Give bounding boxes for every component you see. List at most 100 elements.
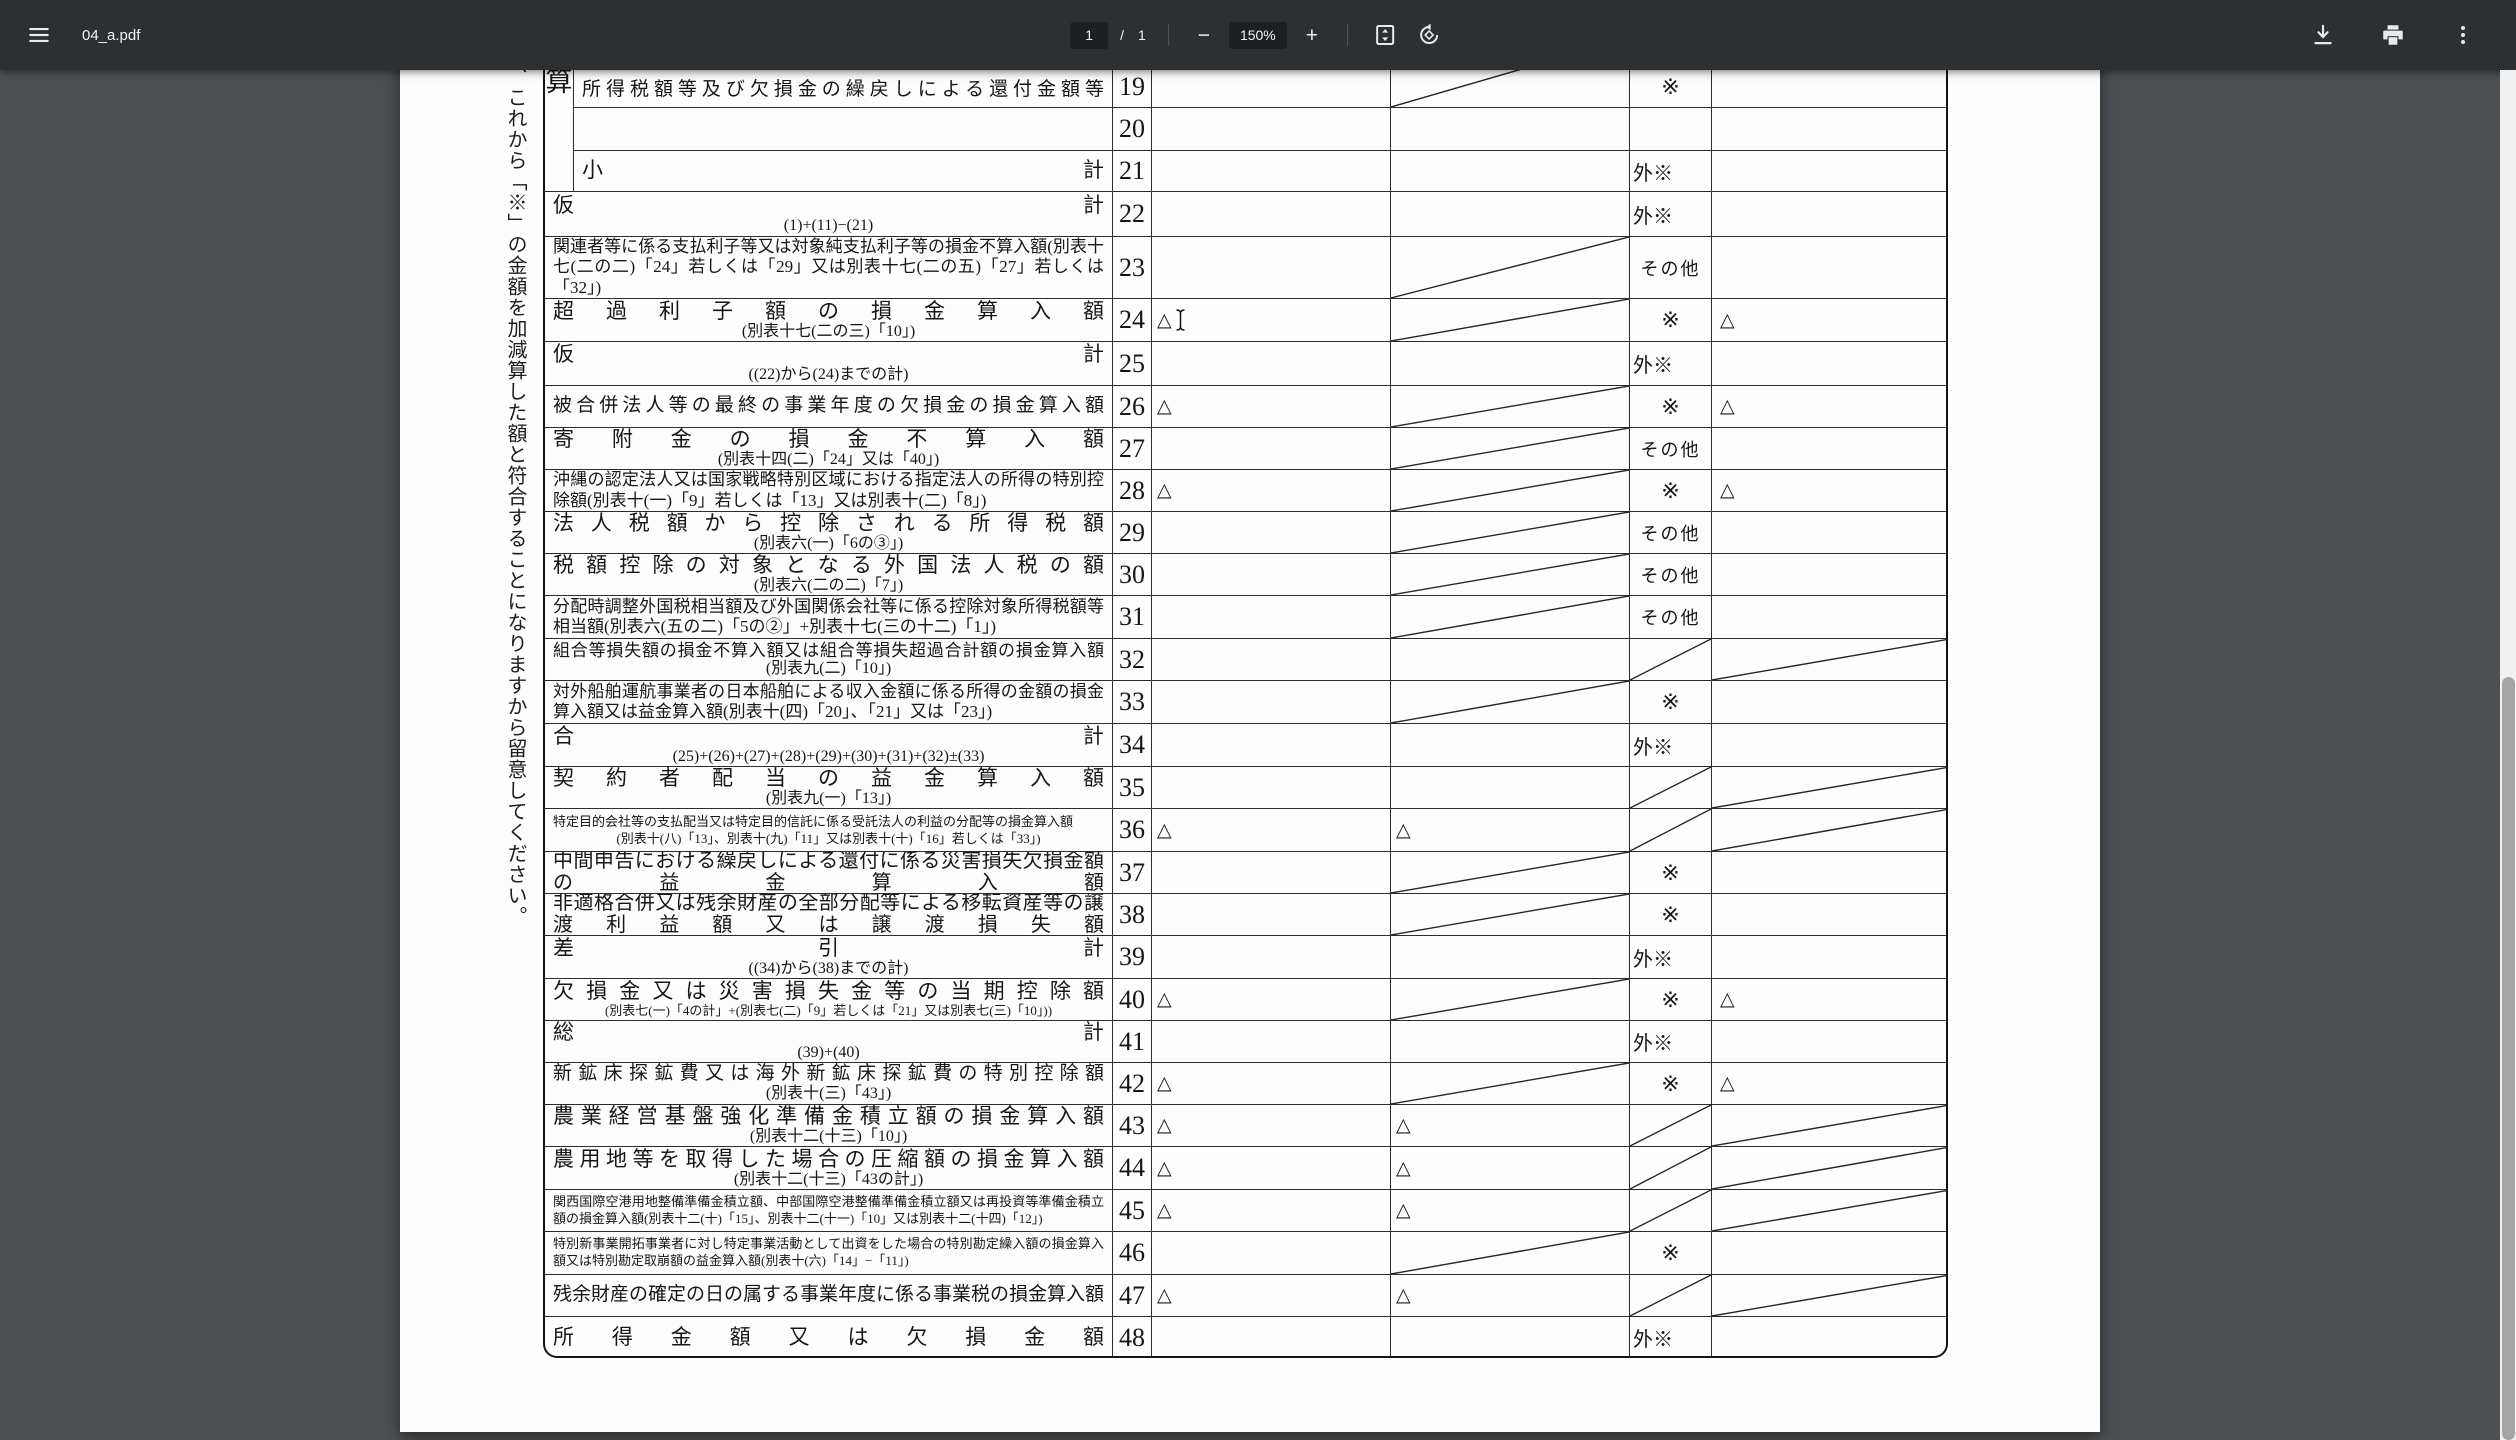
diagonal-strikethrough	[1391, 1232, 1629, 1274]
amount-cell-3	[1711, 191, 1946, 236]
text-cursor	[1176, 309, 1185, 331]
zoom-in-button[interactable]: +	[1305, 23, 1318, 47]
amount-cell-2	[1390, 107, 1629, 150]
amount-cell-3	[1711, 638, 1946, 680]
label-line: 税額控除の対象となる外国法人税の額	[553, 553, 1104, 578]
toolbar-center-group: 1 / 1 − 150% +	[1070, 18, 1446, 52]
rotate-button[interactable]	[1412, 18, 1446, 52]
table-row-47: 残余財産の確定の日の属する事業年度に係る事業税の損金算入額 47 △ △	[545, 1274, 1946, 1316]
row-label: 寄附金の損金不算入額 (別表十四(二)「24」又は「40」)	[545, 427, 1112, 469]
row-label: 所得金額又は欠損金額	[545, 1316, 1112, 1356]
label-line: ((34)から(38)までの計)	[748, 959, 909, 977]
row-label: 特別新事業開拓事業者に対し特定事業活動として出資をした場合の特別勘定繰入額の損金…	[545, 1231, 1112, 1274]
amount-cell-3	[1711, 808, 1946, 851]
row-label: 税額控除の対象となる外国法人税の額 (別表六(二の二)「7」)	[545, 553, 1112, 595]
amount-cell-2	[1390, 851, 1629, 893]
amount-cell-3: △	[1711, 385, 1946, 427]
row-label: 関西国際空港用地整備準備金積立額、中部国際空港整備準備金積立額又は再投資等準備金…	[545, 1189, 1112, 1231]
download-button[interactable]	[2306, 18, 2340, 52]
row-number: 21	[1112, 150, 1151, 191]
marker-cell: ※	[1629, 680, 1711, 723]
marker-cell: ※	[1629, 298, 1711, 341]
section-label-cell	[545, 150, 574, 191]
row-label: 合計 (25)+(26)+(27)+(28)+(29)+(30)+(31)+(32…	[545, 723, 1112, 766]
label-line: (別表十七(二の三)「10」)	[741, 322, 916, 340]
marker-cell: 外※	[1629, 723, 1711, 766]
amount-cell-1	[1151, 553, 1390, 595]
amount-cell-2	[1390, 298, 1629, 341]
amount-cell-3: △	[1711, 978, 1946, 1020]
row-label: 残余財産の確定の日の属する事業年度に係る事業税の損金算入額	[545, 1274, 1112, 1316]
amount-cell-1: △	[1151, 1062, 1390, 1104]
marker-cell	[1629, 808, 1711, 851]
toolbar-divider	[1346, 24, 1348, 46]
scrollbar-thumb[interactable]	[2502, 677, 2515, 1440]
row-number: 30	[1112, 553, 1151, 595]
amount-cell-3	[1711, 553, 1946, 595]
fit-to-page-button[interactable]	[1368, 18, 1402, 52]
amount-cell-2	[1390, 191, 1629, 236]
minus-triangle-mark: △	[1157, 989, 1172, 1010]
diagonal-strikethrough	[1391, 299, 1629, 341]
marker-cell	[1629, 107, 1711, 150]
amount-cell-3	[1711, 1316, 1946, 1356]
marker-cell: 外※	[1629, 1020, 1711, 1062]
amount-cell-2	[1390, 1020, 1629, 1062]
minus-triangle-mark: △	[1157, 1157, 1172, 1179]
label-line: 合計	[553, 723, 1104, 748]
menu-button[interactable]	[22, 18, 56, 52]
row-number: 41	[1112, 1020, 1151, 1062]
scrollbar-track[interactable]	[2500, 70, 2516, 1440]
minus-triangle-mark: △	[1396, 1115, 1411, 1136]
label-line: (別表十二(十三)「43の計」)	[733, 1170, 924, 1188]
more-options-button[interactable]	[2446, 18, 2480, 52]
row-label: 被合併法人等の最終の事業年度の欠損金の損金算入額	[545, 385, 1112, 427]
diagonal-strikethrough	[1712, 1147, 1948, 1189]
table-row-45: 関西国際空港用地整備準備金積立額、中部国際空港整備準備金積立額又は再投資等準備金…	[545, 1189, 1946, 1231]
row-number: 40	[1112, 978, 1151, 1020]
row-label: 特定目的会社等の支払配当又は特定目的信託に係る受託法人の利益の分配等の損金算入額…	[545, 808, 1112, 851]
minus-triangle-mark: △	[1157, 1285, 1172, 1306]
label-line: 被合併法人等の最終の事業年度の欠損金の損金算入額	[553, 395, 1104, 417]
zoom-level-input[interactable]: 150%	[1228, 21, 1287, 49]
amount-cell-3	[1711, 38, 1946, 107]
row-number: 23	[1112, 236, 1151, 298]
row-number: 20	[1112, 107, 1151, 150]
row-number: 26	[1112, 385, 1151, 427]
amount-cell-2: △	[1390, 1104, 1629, 1146]
minus-triangle-mark: △	[1720, 309, 1735, 331]
page-number-input[interactable]: 1	[1070, 21, 1109, 49]
amount-cell-2: △	[1390, 1274, 1629, 1316]
label-line: 小計	[582, 158, 1104, 183]
amount-cell-1: △	[1151, 1104, 1390, 1146]
page-total: 1	[1138, 27, 1146, 43]
toolbar-left-group: 04_a.pdf	[22, 18, 140, 52]
table-row-25: 仮計 ((22)から(24)までの計) 25 外※	[545, 341, 1946, 385]
row-number: 22	[1112, 191, 1151, 236]
label-line: (別表十二(十三)「10」)	[749, 1128, 908, 1146]
row-label: 農業経営基盤強化準備金積立額の損金算入額 (別表十二(十三)「10」)	[545, 1104, 1112, 1146]
row-number: 35	[1112, 766, 1151, 808]
row-number: 39	[1112, 935, 1151, 978]
marker-cell: ※	[1629, 978, 1711, 1020]
table-row-41: 総計 (39)+(40) 41 外※	[545, 1020, 1946, 1062]
amount-cell-3	[1711, 107, 1946, 150]
label-line: 特別新事業開拓事業者に対し特定事業活動として出資をした場合の特別勘定繰入額の損金…	[553, 1236, 1104, 1268]
amount-cell-1	[1151, 191, 1390, 236]
diagonal-strikethrough	[1391, 979, 1629, 1020]
marker-cell: 外※	[1629, 341, 1711, 385]
diagonal-strikethrough	[1630, 1190, 1711, 1231]
diagonal-strikethrough	[1391, 470, 1629, 511]
zoom-out-button[interactable]: −	[1197, 23, 1210, 47]
toolbar-right-group	[2306, 18, 2494, 52]
label-line: 所得税額等及び欠損金の繰戻しによる還付金額等	[582, 79, 1104, 101]
amount-cell-1	[1151, 851, 1390, 893]
row-label	[574, 107, 1112, 150]
diagonal-strikethrough	[1630, 809, 1711, 851]
minus-triangle-mark: △	[1396, 1285, 1411, 1306]
toolbar-divider	[1167, 24, 1169, 46]
marker-cell: ※	[1629, 385, 1711, 427]
amount-cell-3	[1711, 1274, 1946, 1316]
print-button[interactable]	[2376, 18, 2410, 52]
row-number: 44	[1112, 1146, 1151, 1189]
